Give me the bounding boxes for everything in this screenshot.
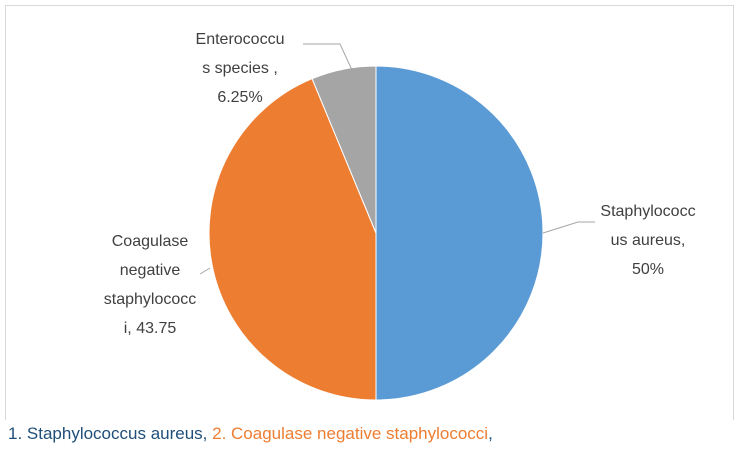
pie-slice — [375, 65, 544, 401]
caption-part: 1. Staphylococcus aureus, — [8, 424, 213, 443]
chart: Staphylococc us aureus, 50% Coagulase negati… — [5, 5, 734, 420]
data-label: 50% — [632, 261, 664, 278]
data-label: Coagulase — [112, 233, 189, 250]
data-label: Enterococcu — [196, 31, 285, 48]
data-label: us aureus, — [611, 232, 686, 249]
leader-line — [199, 267, 211, 275]
data-label: staphylococc — [104, 291, 197, 308]
caption-part: , — [488, 424, 493, 443]
leader-line — [542, 221, 595, 234]
caption: 1. Staphylococcus aureus, 2. Coagulase n… — [8, 424, 493, 444]
pie — [208, 65, 544, 401]
data-label: negative — [120, 262, 181, 279]
caption-part: 2. Coagulase negative staphylococci — [212, 424, 489, 443]
chart-frame — [5, 5, 734, 420]
pie-slice — [311, 65, 377, 234]
data-label: Staphylococc — [600, 203, 695, 220]
leader-line — [303, 43, 353, 71]
data-label: i, 43.75 — [124, 320, 177, 337]
data-label: 6.25% — [217, 89, 262, 106]
data-label: s species , — [202, 60, 278, 77]
pie-slice — [208, 78, 377, 401]
